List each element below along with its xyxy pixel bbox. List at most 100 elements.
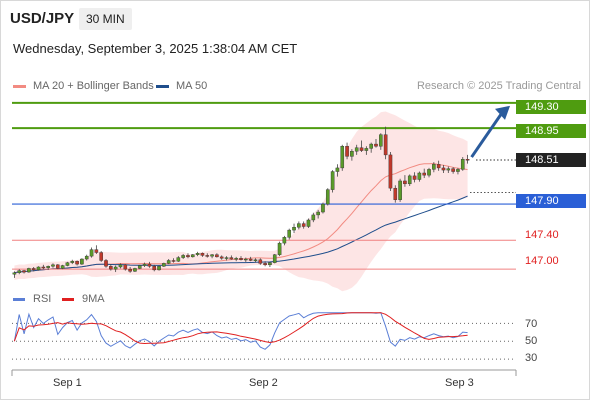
candle-body	[263, 263, 267, 266]
rsi-label: RSI	[33, 293, 52, 305]
ma50-swatch	[156, 84, 169, 88]
candle-body	[75, 261, 79, 265]
candle-body	[118, 264, 123, 268]
ma9-label: 9MA	[82, 293, 105, 305]
candle-body	[142, 263, 147, 266]
candle-body	[31, 268, 36, 271]
candle-body	[451, 168, 455, 172]
candle-body	[152, 266, 157, 271]
candle-body	[239, 258, 243, 260]
candle-body	[215, 254, 219, 258]
candle-body	[123, 264, 128, 270]
level-label-pivot: 147.90	[516, 194, 586, 208]
candle-body	[311, 214, 316, 221]
candle-body	[166, 260, 171, 264]
rsi-tick-70: 70	[525, 318, 538, 330]
candle-body	[388, 154, 393, 189]
candle-body	[46, 266, 50, 268]
candle-body	[94, 249, 99, 253]
candle-body	[17, 270, 22, 273]
candle-body	[181, 255, 185, 258]
candle-body	[292, 227, 296, 231]
candle-body	[147, 263, 152, 267]
legend-rsi: RSI	[13, 293, 51, 305]
candle-body	[80, 258, 84, 265]
candle-body	[60, 265, 65, 269]
bollinger-band	[14, 111, 468, 292]
candle-body	[354, 147, 359, 152]
ma9-swatch	[62, 297, 74, 301]
candle-body	[325, 189, 330, 205]
candle-body	[27, 268, 31, 273]
candle-body	[446, 168, 451, 171]
candle-body	[104, 260, 108, 267]
legend-ma50: MA 50	[156, 80, 207, 92]
candle-body	[350, 151, 354, 157]
candle-body	[465, 159, 470, 161]
candle-body	[403, 180, 407, 185]
candle-body	[162, 263, 166, 267]
ma20-swatch	[13, 84, 26, 88]
level-label-r2: 149.30	[516, 100, 586, 114]
candle-body	[36, 266, 41, 271]
candle-body	[369, 143, 373, 149]
candle-body	[210, 254, 214, 257]
candle-body	[65, 262, 70, 266]
candle-body	[109, 266, 113, 270]
x-label-sep1: Sep 1	[53, 377, 82, 389]
candle-body	[359, 147, 364, 151]
rsi-ma-line	[13, 312, 468, 345]
candle-body	[176, 257, 181, 262]
candle-body	[258, 259, 263, 264]
candle-body	[70, 261, 75, 263]
candle-body	[301, 223, 306, 227]
candle-body	[272, 254, 277, 263]
candle-body	[253, 259, 258, 261]
timeframe-badge[interactable]: 30 MIN	[79, 8, 132, 30]
candle-body	[277, 242, 282, 255]
forecast-arrow-shaft	[470, 111, 504, 158]
candle-body	[234, 258, 238, 260]
candle-body	[157, 266, 161, 271]
x-label-sep2: Sep 2	[249, 377, 278, 389]
symbol-title: USD/JPY	[10, 10, 75, 27]
rsi-line	[13, 312, 468, 350]
ma20-label: MA 20 + Bollinger Bands	[33, 80, 154, 92]
candle-body	[224, 257, 229, 259]
candle-body	[200, 253, 205, 256]
candle-body	[84, 255, 89, 260]
candle-body	[12, 272, 17, 275]
level-label-s1: 147.40	[525, 229, 559, 241]
candle-body	[137, 265, 142, 269]
ma50-line	[14, 195, 468, 274]
candle-body	[379, 134, 383, 147]
rsi-tick-30: 30	[525, 352, 538, 364]
candle-body	[205, 255, 210, 257]
candle-body	[422, 172, 427, 176]
candle-body	[113, 266, 118, 270]
candle-body	[306, 219, 311, 227]
candle-body	[133, 268, 137, 272]
candle-body	[316, 211, 320, 216]
credit-text: Research © 2025 Trading Central	[416, 80, 581, 92]
candle-body	[364, 148, 369, 151]
candle-body	[41, 266, 46, 269]
level-label-r1: 148.95	[516, 124, 586, 138]
rsi-swatch	[13, 297, 25, 301]
candle-body	[99, 252, 103, 261]
forecast-arrow-head	[495, 105, 510, 120]
candle-body	[393, 187, 398, 200]
ma50-label: MA 50	[176, 80, 208, 92]
candle-body	[432, 164, 436, 170]
candle-body	[195, 253, 200, 255]
rsi-tick-50: 50	[525, 335, 538, 347]
x-label-sep3: Sep 3	[445, 377, 474, 389]
candle-body	[383, 134, 388, 156]
candle-body	[219, 256, 224, 259]
legend-ma20: MA 20 + Bollinger Bands	[13, 80, 154, 92]
candle-body	[417, 172, 422, 180]
candle-body	[56, 264, 60, 269]
candle-body	[128, 268, 132, 272]
level-label-s2: 147.00	[525, 255, 559, 267]
